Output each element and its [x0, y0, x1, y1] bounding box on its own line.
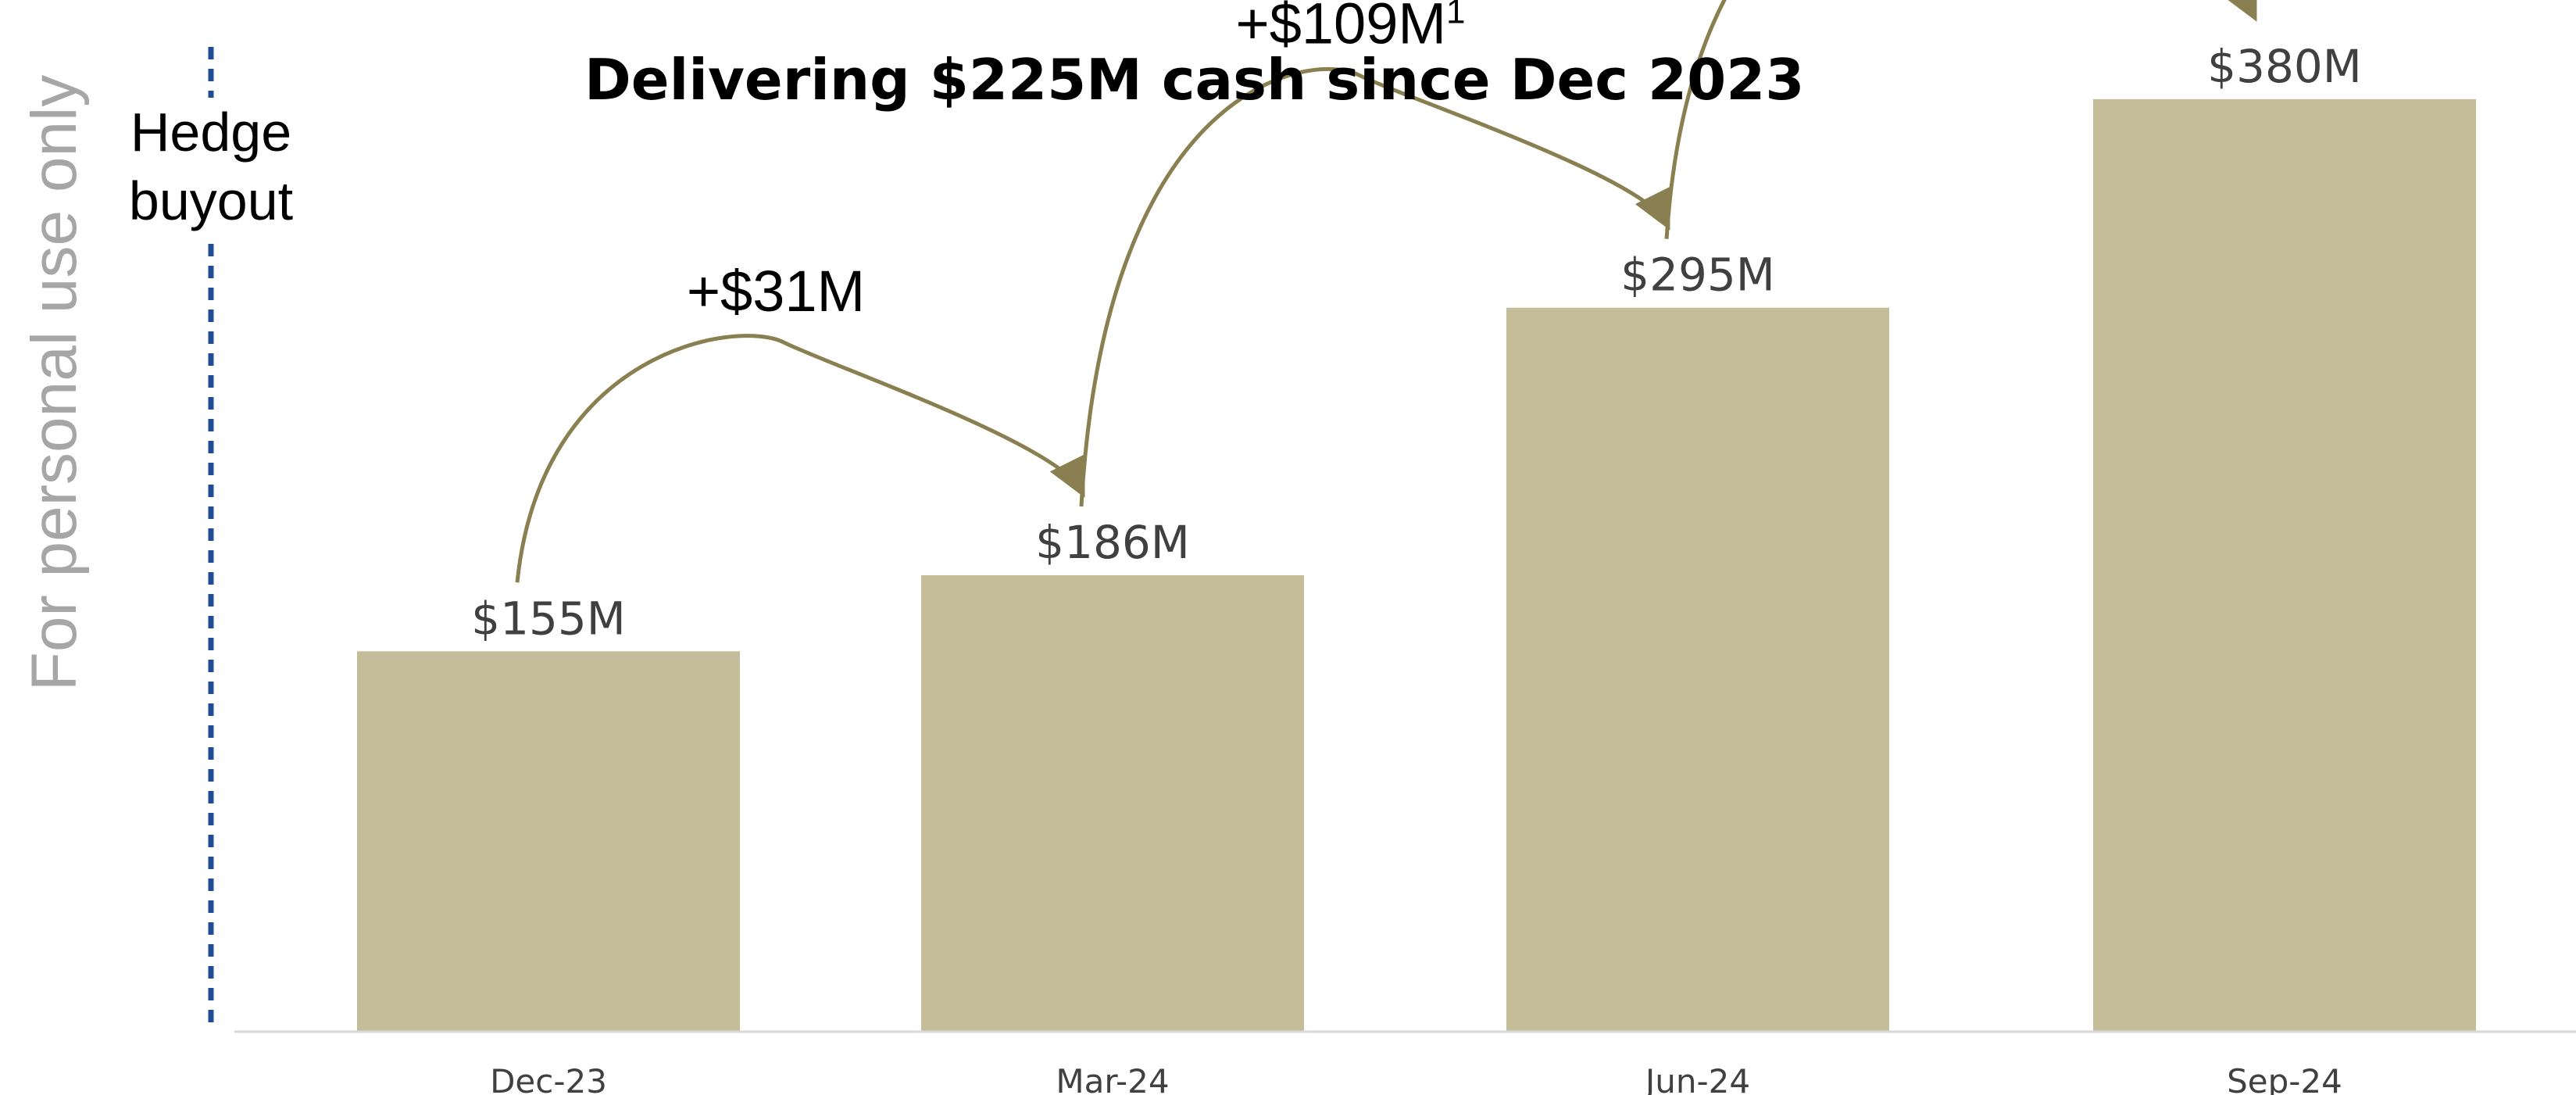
hedge-label-line1: Hedge [117, 98, 305, 166]
hedge-label-line2: buyout [117, 166, 305, 235]
value-label-sep-24: $380M [2207, 40, 2362, 93]
x-tick-label-sep-24: Sep-24 [2227, 1062, 2342, 1095]
delta-label-1: +$31M [687, 259, 865, 324]
delta-arrow-1 [517, 336, 1081, 583]
value-label-jun-24: $295M [1620, 249, 1775, 302]
hedge-buyout-label: Hedge buyout [117, 98, 305, 235]
chart-title: Delivering $225M cash since Dec 2023 [584, 47, 1804, 113]
x-tick-label-mar-24: Mar-24 [1056, 1062, 1169, 1095]
value-label-mar-24: $186M [1035, 516, 1190, 569]
x-tick-label-dec-23: Dec-23 [490, 1062, 607, 1095]
value-label-dec-23: $155M [471, 592, 626, 645]
x-tick-label-jun-24: Jun-24 [1643, 1062, 1750, 1095]
bar-jun-24 [1506, 308, 1889, 1032]
bar-sep-24 [2093, 99, 2476, 1032]
bar-mar-24 [921, 575, 1304, 1032]
bar-dec-23 [357, 651, 740, 1032]
